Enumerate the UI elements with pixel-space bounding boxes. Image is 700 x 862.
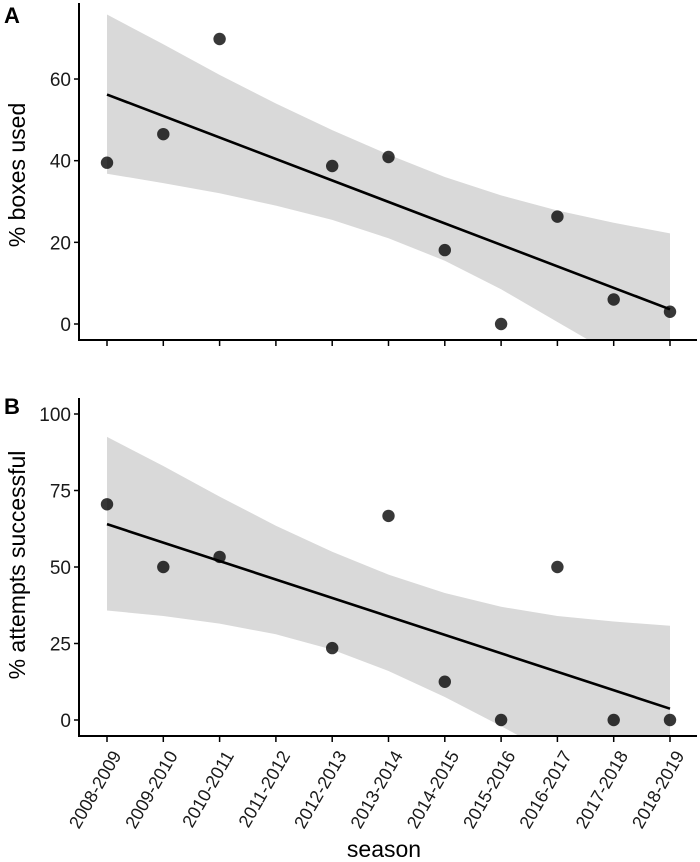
- x-tick-label: 2008-2009: [65, 747, 125, 832]
- x-tick-label: 2011-2012: [235, 747, 295, 830]
- data-point: [551, 210, 564, 223]
- y-tick-label: 100: [39, 405, 71, 426]
- y-tick-label: 25: [50, 635, 71, 656]
- x-tick-label: 2012-2013: [290, 747, 350, 832]
- y-tick-label: 60: [50, 70, 71, 91]
- data-point: [382, 150, 395, 164]
- data-point: [663, 713, 677, 727]
- data-point: [100, 498, 114, 511]
- panel-a-x-ticks: [106, 340, 671, 346]
- x-tick-label: 2009-2010: [121, 747, 181, 832]
- panel-b-y-ticks: 0 25 50 75 100: [39, 405, 79, 732]
- x-tick-label: 2010-2011: [178, 747, 238, 830]
- data-point: [100, 156, 114, 169]
- panel-b-fit-line: [106, 522, 671, 710]
- panel-b: B % attempts successful 0 25 50 75 100 2008-…: [4, 394, 697, 862]
- data-point: [157, 127, 170, 141]
- panel-b-x-tick-labels: 2008-20092009-20102010-20112011-20122012…: [65, 747, 688, 832]
- regression-line: [106, 93, 671, 311]
- panel-b-label: B: [4, 394, 20, 419]
- y-tick-label: 50: [50, 558, 71, 579]
- y-tick-label: 75: [50, 482, 71, 503]
- x-tick-label: 2015-2016: [459, 747, 519, 832]
- data-point: [607, 293, 620, 306]
- data-point: [494, 317, 508, 331]
- data-point: [551, 560, 564, 574]
- y-tick-label: 40: [50, 152, 71, 173]
- panel-b-points: [100, 498, 677, 727]
- x-tick-label: 2017-2018: [572, 747, 632, 832]
- panel-a-label: A: [4, 3, 20, 28]
- panel-b-y-axis-title: % attempts successful: [4, 451, 30, 680]
- data-point: [157, 560, 170, 574]
- x-tick-label: 2013-2014: [347, 747, 407, 832]
- panel-a-y-ticks: 0 20 40 60: [50, 70, 79, 336]
- y-tick-label: 0: [60, 315, 71, 336]
- panel-a-y-axis-title: % boxes used: [4, 103, 30, 247]
- panel-a-confidence-band: [107, 14, 670, 340]
- panel-a-fit-line: [106, 93, 671, 311]
- panel-a-axes: [78, 3, 697, 341]
- y-tick-label: 0: [60, 711, 71, 732]
- x-axis-title: season: [347, 836, 421, 862]
- confidence-band-area: [107, 14, 670, 340]
- panel-a: A % boxes used 0 20 40 60: [4, 3, 697, 346]
- x-tick-label: 2014-2015: [403, 747, 463, 832]
- data-point: [213, 32, 226, 46]
- data-point: [438, 243, 451, 257]
- data-point: [438, 675, 451, 688]
- data-point: [663, 305, 677, 318]
- x-tick-label: 2016-2017: [515, 747, 575, 832]
- regression-line: [106, 522, 671, 710]
- data-point: [494, 713, 508, 727]
- panel-a-points: [100, 32, 677, 331]
- data-point: [213, 550, 226, 564]
- x-tick-label: 2018-2019: [628, 747, 688, 832]
- data-point: [326, 159, 339, 173]
- data-point: [382, 509, 395, 523]
- data-point: [326, 641, 339, 655]
- data-point: [607, 713, 620, 727]
- y-tick-label: 20: [50, 233, 71, 254]
- panel-b-x-ticks: [106, 736, 671, 742]
